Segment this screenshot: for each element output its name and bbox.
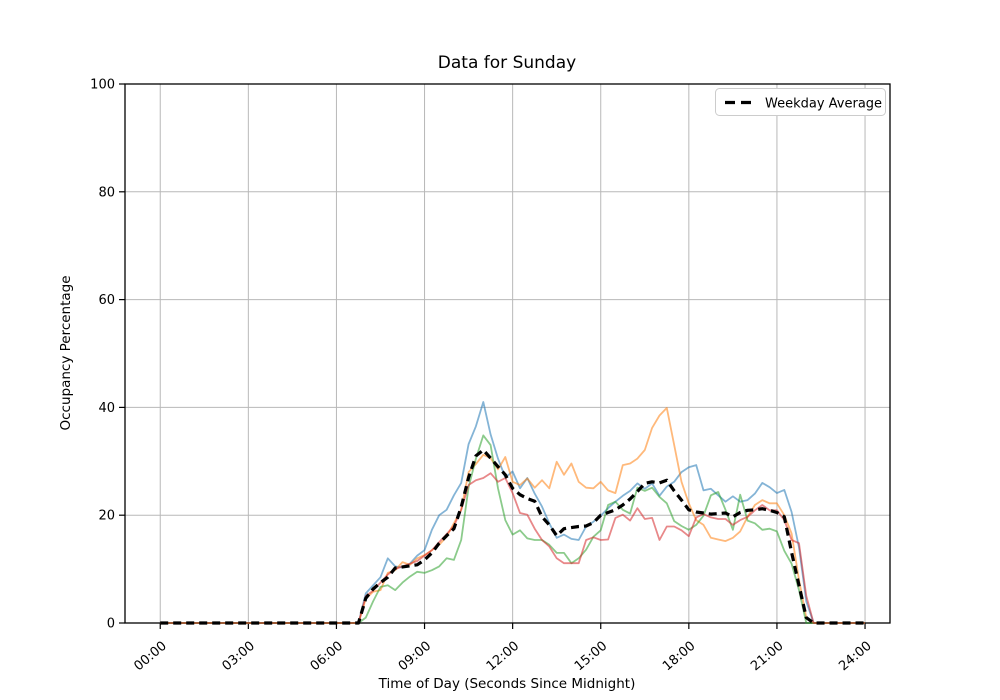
y-tick-label: 60	[98, 293, 115, 308]
x-axis-label: Time of Day (Seconds Since Midnight)	[378, 676, 636, 692]
y-tick-label: 80	[98, 185, 115, 200]
plot-border	[124, 83, 891, 624]
legend: Weekday Average	[715, 88, 886, 116]
x-tick-label: 18:00	[660, 639, 698, 675]
x-tick-label: 06:00	[308, 639, 346, 675]
data-series	[160, 401, 865, 625]
legend-entry-label: Weekday Average	[765, 97, 882, 112]
x-tick-label: 00:00	[131, 639, 169, 675]
x-tick-label: 03:00	[220, 639, 258, 675]
y-tick-label: 20	[98, 509, 115, 524]
x-tick-label: 12:00	[484, 639, 522, 675]
weekday-average-line	[160, 448, 865, 625]
y-axis-label: Occupancy Percentage	[58, 275, 74, 430]
chart-title: Data for Sunday	[438, 53, 576, 73]
x-tick-label: 15:00	[572, 639, 610, 675]
legend-box	[715, 88, 886, 116]
x-tick-label: 21:00	[748, 639, 786, 675]
axis-ticks: 00:00 03:00 06:00 09:00 12:00 15:00 18:00 21:00…	[90, 78, 874, 675]
x-tick-label: 24:00	[836, 639, 874, 675]
grid-lines	[125, 83, 890, 624]
y-tick-label: 100	[90, 78, 115, 93]
x-tick-label: 09:00	[396, 639, 434, 675]
y-tick-label: 40	[98, 401, 115, 416]
y-tick-label: 0	[107, 617, 115, 632]
